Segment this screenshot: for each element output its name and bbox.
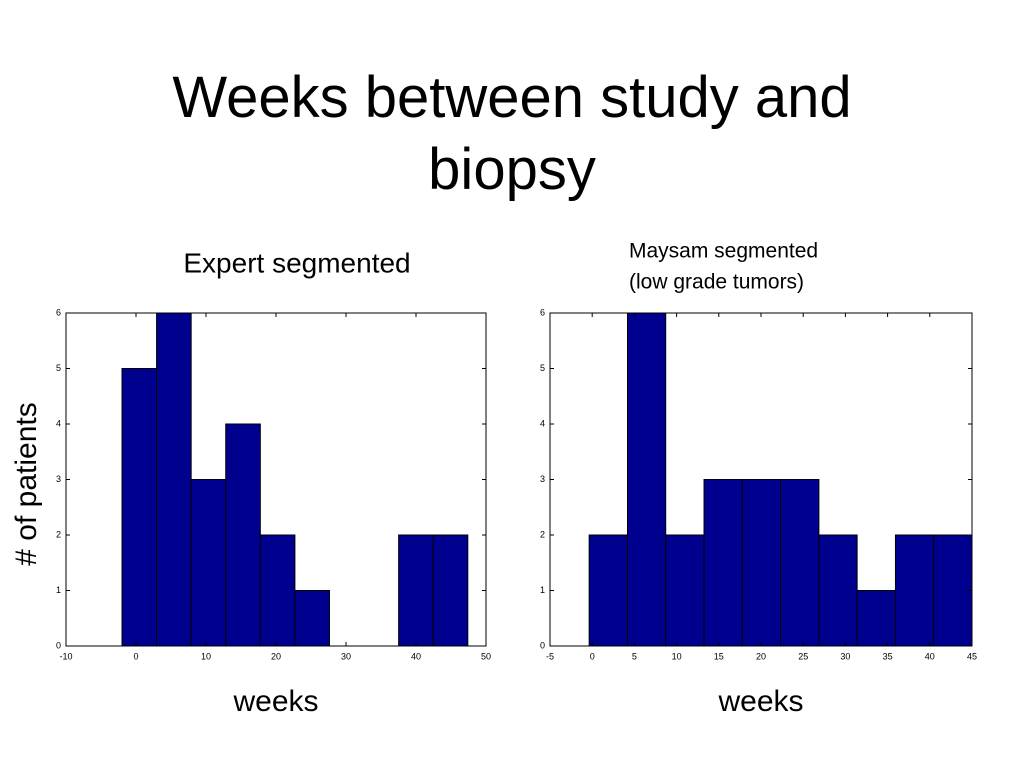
y-tick-label: 6 <box>56 307 61 317</box>
bar <box>121 368 158 647</box>
y-tick-label: 5 <box>56 363 61 373</box>
bar <box>780 479 820 647</box>
bar <box>818 534 858 647</box>
x-tick-label: 45 <box>967 651 977 661</box>
y-axis-label: # of patients <box>10 402 43 565</box>
x-axis-label: weeks <box>232 685 318 718</box>
x-tick-label: 10 <box>201 651 211 661</box>
y-tick-label: 2 <box>56 529 61 539</box>
x-tick-label: 20 <box>756 651 766 661</box>
x-tick-label: 25 <box>798 651 808 661</box>
chart-title: (low grade tumors) <box>629 271 804 294</box>
x-tick-label: -5 <box>546 651 554 661</box>
y-tick-label: 5 <box>540 363 545 373</box>
bar <box>856 590 896 647</box>
x-tick-label: 20 <box>271 651 281 661</box>
x-tick-label: 10 <box>672 651 682 661</box>
bar <box>703 479 743 647</box>
x-axis-label: weeks <box>717 685 803 718</box>
y-tick-label: 4 <box>540 418 545 428</box>
y-tick-label: 1 <box>56 585 61 595</box>
bar <box>741 479 782 647</box>
x-tick-label: 50 <box>481 651 491 661</box>
y-tick-label: 0 <box>540 640 545 650</box>
x-tick-label: 30 <box>341 651 351 661</box>
x-tick-label: 15 <box>714 651 724 661</box>
y-tick-label: 3 <box>540 474 545 484</box>
y-tick-label: 6 <box>540 307 545 317</box>
bar <box>894 534 935 647</box>
y-tick-label: 1 <box>540 585 545 595</box>
chart-title: Maysam segmented <box>629 240 818 263</box>
x-tick-label: 5 <box>632 651 637 661</box>
bar <box>588 534 628 647</box>
bar <box>626 312 667 647</box>
bar <box>665 534 705 647</box>
x-tick-label: 30 <box>840 651 850 661</box>
y-tick-label: 3 <box>56 474 61 484</box>
bar <box>933 534 973 647</box>
x-tick-label: 35 <box>883 651 893 661</box>
x-tick-label: 40 <box>925 651 935 661</box>
bar <box>432 534 469 647</box>
x-tick-label: -10 <box>59 651 72 661</box>
bar <box>259 534 296 647</box>
chart-title: Expert segmented <box>183 247 410 278</box>
x-tick-label: 0 <box>133 651 138 661</box>
x-tick-label: 0 <box>590 651 595 661</box>
x-tick-label: 40 <box>411 651 421 661</box>
y-tick-label: 4 <box>56 418 61 428</box>
bar <box>225 423 261 647</box>
bar <box>398 534 434 647</box>
y-tick-label: 2 <box>540 529 545 539</box>
bar <box>156 312 192 647</box>
slide-title: Weeks between study and biopsy <box>172 65 852 202</box>
bar <box>294 590 330 647</box>
bar <box>190 479 227 647</box>
y-tick-label: 0 <box>56 640 61 650</box>
